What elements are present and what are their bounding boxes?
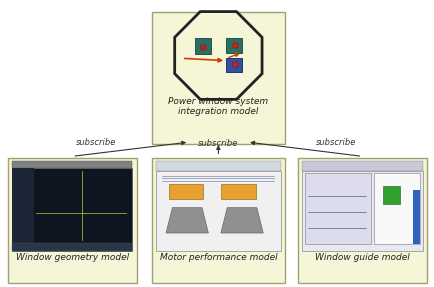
FancyBboxPatch shape bbox=[413, 190, 420, 244]
FancyBboxPatch shape bbox=[298, 158, 427, 284]
Text: subscribe: subscribe bbox=[76, 137, 116, 147]
FancyBboxPatch shape bbox=[305, 173, 371, 244]
FancyBboxPatch shape bbox=[168, 184, 204, 199]
Text: subscribe: subscribe bbox=[198, 139, 239, 148]
FancyBboxPatch shape bbox=[12, 168, 34, 251]
FancyBboxPatch shape bbox=[302, 161, 423, 172]
Polygon shape bbox=[221, 208, 263, 233]
FancyBboxPatch shape bbox=[152, 158, 285, 284]
FancyBboxPatch shape bbox=[375, 173, 420, 244]
FancyBboxPatch shape bbox=[12, 168, 132, 251]
Polygon shape bbox=[175, 11, 262, 99]
FancyBboxPatch shape bbox=[383, 186, 400, 204]
FancyBboxPatch shape bbox=[233, 43, 238, 48]
Text: Power window system
integration model: Power window system integration model bbox=[168, 97, 269, 116]
FancyBboxPatch shape bbox=[8, 158, 137, 284]
FancyBboxPatch shape bbox=[302, 172, 423, 251]
FancyBboxPatch shape bbox=[201, 44, 206, 50]
FancyBboxPatch shape bbox=[195, 38, 211, 54]
FancyBboxPatch shape bbox=[226, 38, 243, 53]
Text: Window geometry model: Window geometry model bbox=[16, 253, 129, 262]
FancyBboxPatch shape bbox=[156, 161, 281, 172]
FancyBboxPatch shape bbox=[226, 58, 243, 72]
FancyBboxPatch shape bbox=[156, 172, 281, 251]
FancyBboxPatch shape bbox=[12, 243, 132, 251]
FancyBboxPatch shape bbox=[233, 62, 238, 67]
Text: Motor performance model: Motor performance model bbox=[160, 253, 277, 262]
FancyBboxPatch shape bbox=[152, 12, 285, 144]
FancyBboxPatch shape bbox=[12, 161, 132, 168]
FancyBboxPatch shape bbox=[221, 184, 256, 199]
Text: Window guide model: Window guide model bbox=[315, 253, 410, 262]
Text: subscribe: subscribe bbox=[316, 137, 357, 147]
Polygon shape bbox=[166, 208, 208, 233]
